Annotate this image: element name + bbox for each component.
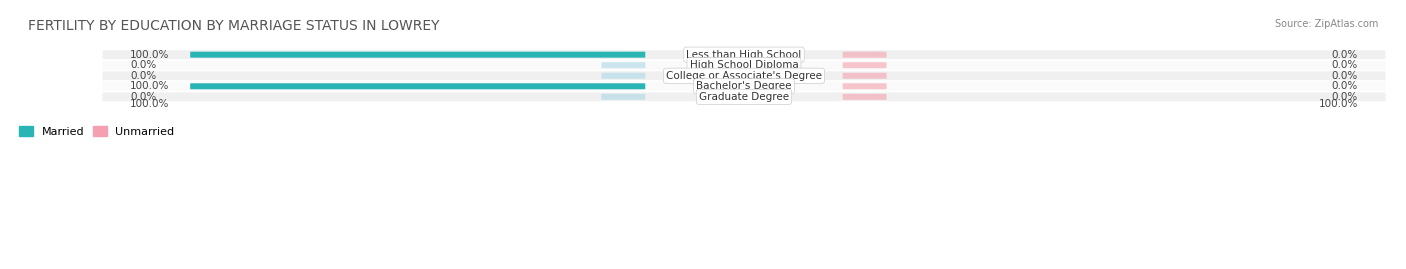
FancyBboxPatch shape xyxy=(190,52,645,58)
FancyBboxPatch shape xyxy=(842,73,887,79)
Text: 0.0%: 0.0% xyxy=(129,92,156,102)
FancyBboxPatch shape xyxy=(103,61,1385,70)
FancyBboxPatch shape xyxy=(842,83,887,89)
Text: 0.0%: 0.0% xyxy=(129,71,156,81)
FancyBboxPatch shape xyxy=(602,94,645,100)
Text: FERTILITY BY EDUCATION BY MARRIAGE STATUS IN LOWREY: FERTILITY BY EDUCATION BY MARRIAGE STATU… xyxy=(28,19,440,33)
Text: 100.0%: 100.0% xyxy=(1319,99,1358,109)
Text: Less than High School: Less than High School xyxy=(686,50,801,60)
Text: 100.0%: 100.0% xyxy=(129,99,169,109)
FancyBboxPatch shape xyxy=(842,94,887,100)
Text: 0.0%: 0.0% xyxy=(1331,50,1358,60)
Text: High School Diploma: High School Diploma xyxy=(689,60,799,70)
Text: 100.0%: 100.0% xyxy=(129,81,169,91)
Legend: Married, Unmarried: Married, Unmarried xyxy=(15,122,179,141)
FancyBboxPatch shape xyxy=(103,82,1385,91)
Text: 0.0%: 0.0% xyxy=(1331,81,1358,91)
FancyBboxPatch shape xyxy=(842,52,887,58)
FancyBboxPatch shape xyxy=(602,73,645,79)
Text: 0.0%: 0.0% xyxy=(129,60,156,70)
FancyBboxPatch shape xyxy=(190,83,645,89)
Text: 100.0%: 100.0% xyxy=(129,50,169,60)
FancyBboxPatch shape xyxy=(103,50,1385,59)
Text: Source: ZipAtlas.com: Source: ZipAtlas.com xyxy=(1274,19,1378,29)
Text: Bachelor's Degree: Bachelor's Degree xyxy=(696,81,792,91)
Text: 0.0%: 0.0% xyxy=(1331,92,1358,102)
FancyBboxPatch shape xyxy=(602,62,645,68)
Text: 0.0%: 0.0% xyxy=(1331,71,1358,81)
FancyBboxPatch shape xyxy=(103,92,1385,101)
FancyBboxPatch shape xyxy=(842,62,887,68)
Text: 0.0%: 0.0% xyxy=(1331,60,1358,70)
Text: Graduate Degree: Graduate Degree xyxy=(699,92,789,102)
FancyBboxPatch shape xyxy=(103,71,1385,80)
Text: College or Associate's Degree: College or Associate's Degree xyxy=(666,71,823,81)
